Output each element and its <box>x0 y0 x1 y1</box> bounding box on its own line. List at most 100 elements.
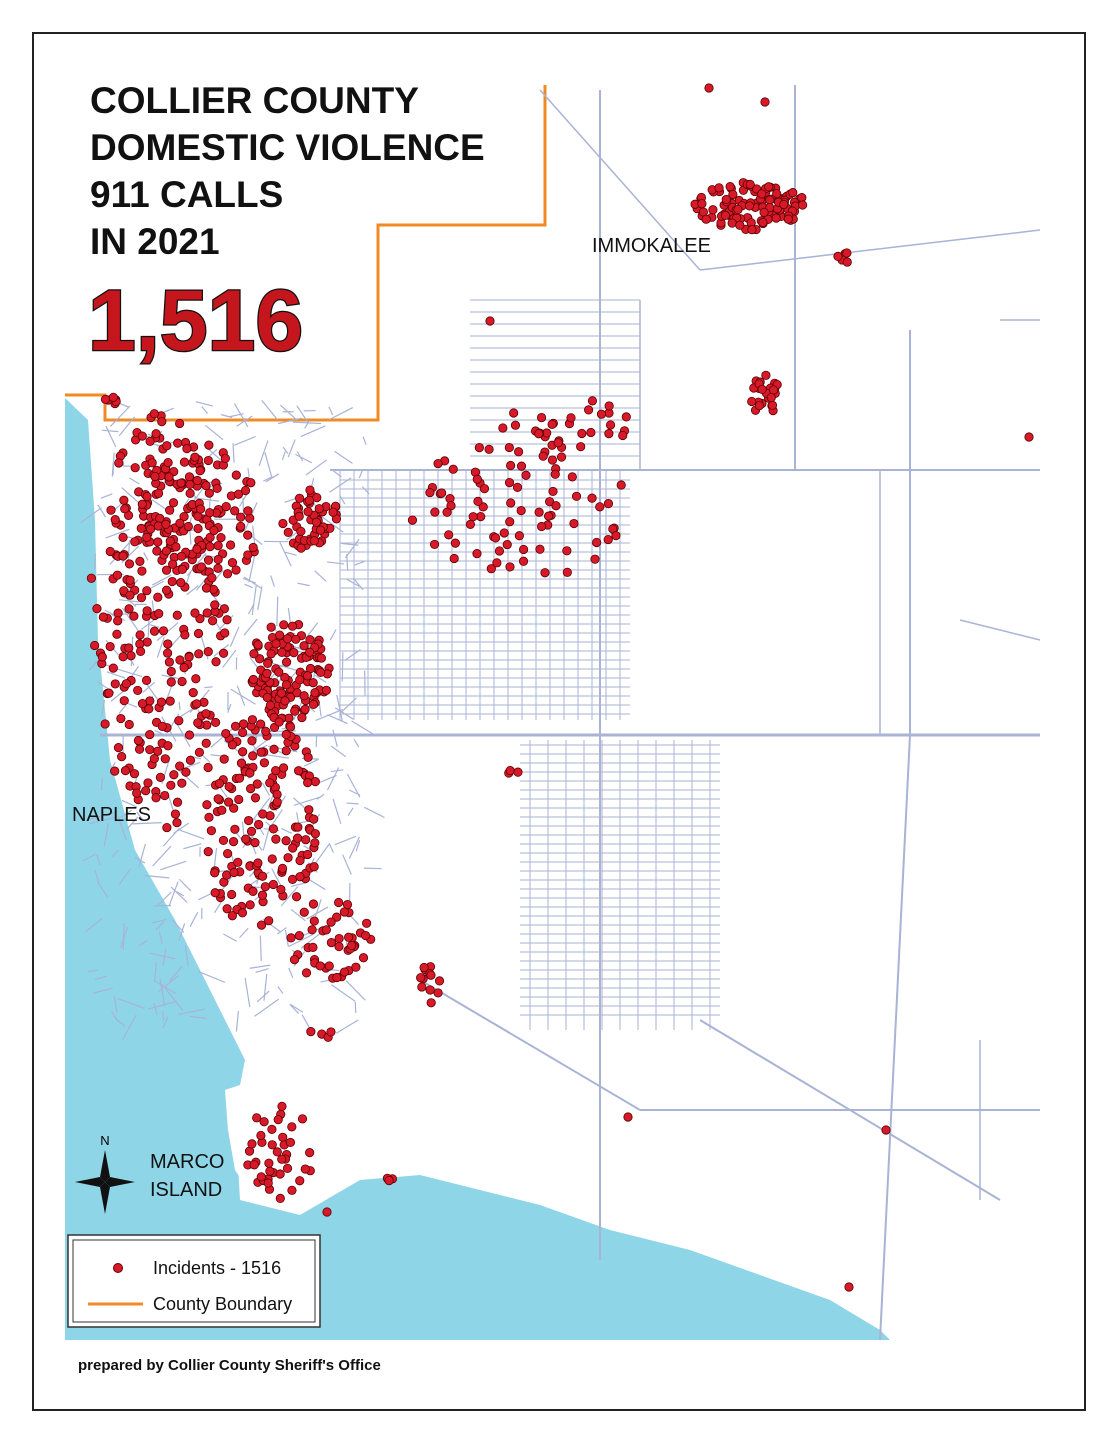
incident-dot <box>571 491 582 501</box>
incident-dot <box>227 740 238 750</box>
road <box>314 674 327 683</box>
incident-dot <box>321 925 331 935</box>
road <box>132 821 162 825</box>
incident-dot <box>204 440 214 450</box>
road <box>82 853 96 862</box>
road <box>314 570 327 582</box>
incident-dot <box>175 418 185 429</box>
incident-dot <box>288 843 298 853</box>
road <box>193 497 220 502</box>
incident-dot <box>419 962 429 973</box>
incident-dot <box>250 793 261 803</box>
road <box>161 674 181 680</box>
incident-dot <box>201 481 211 491</box>
incident-dot <box>504 442 514 453</box>
road <box>178 1008 206 1016</box>
incident-dot <box>176 478 186 488</box>
incident-dot <box>267 1124 277 1134</box>
incident-dot <box>305 485 315 495</box>
road <box>101 699 106 716</box>
road <box>123 670 143 678</box>
incident-dot <box>267 854 277 864</box>
incident-dot <box>194 747 205 757</box>
incident-dot <box>113 743 124 753</box>
incident-dot <box>310 688 320 698</box>
incident-dot <box>249 649 259 659</box>
incident-dot <box>121 679 132 689</box>
incident-dot <box>124 643 134 653</box>
incident-dot <box>266 649 276 659</box>
incident-dot <box>223 797 234 807</box>
incident-dot <box>100 394 111 404</box>
incident-dot <box>294 493 305 503</box>
incident-dot <box>252 779 262 789</box>
incident-dot <box>291 634 301 644</box>
road <box>258 440 269 466</box>
incident-dot <box>204 488 214 498</box>
incident-dot <box>548 486 558 497</box>
incident-dot <box>485 316 495 326</box>
incident-dot <box>307 925 317 935</box>
incident-dot <box>110 766 120 776</box>
incident-dot <box>110 515 120 525</box>
incident-dot <box>153 592 163 602</box>
incident-dot <box>714 183 724 193</box>
incident-dot <box>721 194 731 205</box>
road <box>151 574 172 586</box>
road <box>879 734 911 1341</box>
incident-dot <box>448 464 458 474</box>
road <box>222 649 237 668</box>
incident-dot <box>184 730 195 740</box>
incident-dot <box>384 1175 394 1186</box>
road <box>330 745 347 758</box>
incident-dot <box>586 427 596 438</box>
incident-dot <box>728 189 738 200</box>
road <box>125 597 137 607</box>
incident-dot <box>163 457 173 468</box>
incident-dot <box>248 542 258 553</box>
incident-dot <box>157 721 167 731</box>
incident-dot <box>704 83 714 93</box>
title-line: COLLIER COUNTY <box>90 80 419 121</box>
incident-dot <box>430 507 440 517</box>
road <box>101 429 119 433</box>
road <box>129 477 140 485</box>
incident-dot <box>285 722 296 732</box>
incident-dot <box>305 635 315 645</box>
incident-dot <box>157 417 167 427</box>
incident-dot <box>293 833 303 843</box>
road <box>155 920 165 931</box>
incident-dot <box>170 809 181 819</box>
incident-dot <box>141 675 152 685</box>
incident-dot <box>754 401 764 411</box>
incident-dot <box>334 941 344 952</box>
road <box>112 452 115 475</box>
incident-dot <box>220 628 230 638</box>
incident-dot <box>263 658 273 669</box>
incident-dot <box>153 488 164 498</box>
road <box>134 856 146 864</box>
incident-dot <box>213 554 223 565</box>
incident-dot <box>289 955 300 965</box>
incident-dot <box>472 474 482 484</box>
incident-dot <box>113 608 123 618</box>
road <box>247 468 250 478</box>
incident-dot <box>229 867 239 878</box>
incident-dot <box>426 998 436 1008</box>
incident-dot <box>303 778 313 788</box>
road <box>118 599 140 603</box>
incident-dot <box>192 699 202 709</box>
incident-dot <box>181 767 191 777</box>
incident-dot <box>244 815 254 826</box>
incident-dot <box>227 558 238 568</box>
incident-dot <box>160 790 170 801</box>
incident-dot <box>334 933 344 944</box>
incident-dot <box>202 800 212 810</box>
incident-dot <box>556 452 567 462</box>
road <box>419 979 641 1111</box>
incident-dot <box>535 544 545 554</box>
road <box>290 1004 304 1013</box>
incident-dot <box>153 537 163 547</box>
road <box>329 477 352 493</box>
incident-dot <box>297 1114 308 1124</box>
